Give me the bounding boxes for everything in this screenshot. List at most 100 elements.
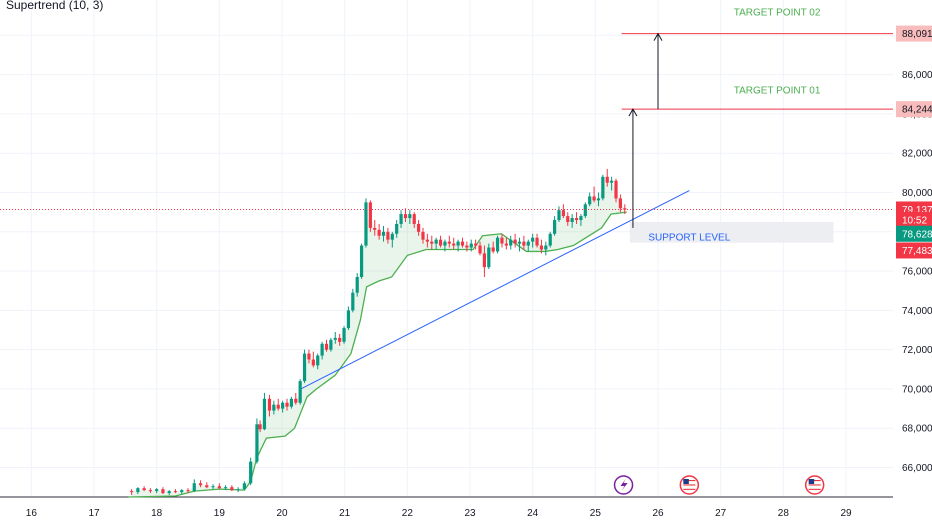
indicator-title[interactable]: Supertrend (10, 3) bbox=[6, 0, 104, 12]
candle-body bbox=[504, 243, 508, 246]
candle-body bbox=[294, 398, 298, 403]
icon-stripe bbox=[808, 482, 821, 484]
candle bbox=[355, 273, 359, 297]
candle bbox=[509, 235, 513, 250]
price-tag-label: 78,628 bbox=[902, 229, 932, 240]
candle-body bbox=[205, 485, 209, 488]
candle bbox=[605, 168, 609, 187]
candle bbox=[553, 216, 557, 236]
candle bbox=[276, 398, 280, 411]
price-tag: 88,091 bbox=[896, 25, 932, 42]
x-tick-label: 22 bbox=[402, 508, 414, 519]
candle bbox=[302, 349, 307, 384]
target-arrow-2 bbox=[653, 32, 663, 110]
candle-body bbox=[610, 180, 614, 183]
candle bbox=[390, 231, 394, 248]
candle-body bbox=[359, 245, 364, 277]
crypto-event-icon[interactable] bbox=[613, 475, 634, 495]
candle bbox=[460, 237, 465, 248]
x-tick-label: 27 bbox=[715, 508, 727, 519]
candle-body bbox=[281, 402, 285, 409]
candle-body bbox=[438, 239, 443, 246]
candle bbox=[408, 210, 412, 224]
candle-body bbox=[298, 381, 302, 403]
candle bbox=[298, 379, 302, 405]
y-tick-label: 72,000 bbox=[902, 345, 932, 356]
candle bbox=[618, 194, 622, 213]
x-tick-label: 26 bbox=[652, 508, 664, 519]
price-tag-bg bbox=[896, 242, 932, 259]
candle-body bbox=[155, 489, 159, 492]
candle-body bbox=[434, 239, 438, 244]
candle bbox=[255, 418, 259, 464]
candle-body bbox=[333, 337, 337, 340]
candle bbox=[583, 202, 587, 219]
candle bbox=[224, 485, 228, 491]
icon-stripe bbox=[808, 486, 821, 488]
candle-body bbox=[346, 310, 351, 329]
target-arrows bbox=[628, 32, 663, 228]
candle-body bbox=[161, 489, 165, 494]
candle bbox=[320, 341, 324, 360]
candle-body bbox=[342, 328, 346, 342]
candle bbox=[351, 288, 355, 313]
candle-body bbox=[509, 239, 513, 246]
candle bbox=[592, 186, 596, 203]
candle bbox=[130, 489, 134, 496]
candle-body bbox=[535, 237, 539, 246]
support-trendline bbox=[300, 190, 690, 390]
candle-body bbox=[381, 231, 386, 236]
supertrend-fill bbox=[131, 179, 625, 497]
x-tick-label: 19 bbox=[214, 508, 226, 519]
price-tag-label: 77,483 bbox=[902, 246, 932, 257]
candle bbox=[180, 489, 184, 495]
price-tag-label: 88,091 bbox=[902, 29, 932, 40]
candle-body bbox=[474, 243, 478, 246]
candle bbox=[478, 241, 482, 256]
candle bbox=[438, 235, 443, 248]
price-tag-label: 79,137 bbox=[902, 205, 932, 216]
price-tag-bg bbox=[896, 225, 932, 242]
icon-stripe bbox=[683, 480, 696, 482]
candle-body bbox=[588, 196, 592, 205]
candle bbox=[364, 198, 368, 248]
candle-body bbox=[180, 490, 184, 493]
x-axis: 16 17 18 19 20 21 22 23 24 25 26 27 28 29 bbox=[26, 508, 852, 519]
candle-body bbox=[500, 237, 504, 244]
icon-stripe bbox=[683, 482, 696, 484]
candle-body bbox=[574, 218, 579, 221]
candle-body bbox=[566, 216, 570, 222]
candle bbox=[381, 225, 386, 242]
candle-body bbox=[258, 424, 262, 430]
us-flag-icon[interactable] bbox=[679, 475, 700, 495]
candle bbox=[377, 223, 381, 240]
candle bbox=[294, 392, 298, 405]
candle-body bbox=[517, 241, 522, 244]
candle-body bbox=[465, 245, 469, 248]
candle bbox=[610, 176, 614, 191]
candle-body bbox=[417, 223, 421, 232]
y-tick-label: 74,000 bbox=[902, 306, 932, 317]
candle-body bbox=[592, 196, 596, 201]
x-tick-label: 25 bbox=[590, 508, 602, 519]
candle bbox=[258, 420, 262, 433]
candle bbox=[373, 220, 377, 236]
arrow-head bbox=[653, 32, 663, 41]
target-arrow-1 bbox=[628, 108, 638, 228]
candle bbox=[517, 237, 522, 252]
candle bbox=[249, 457, 253, 486]
candle-body bbox=[192, 483, 196, 492]
candle bbox=[236, 487, 240, 493]
candle bbox=[588, 192, 592, 207]
candle bbox=[205, 482, 209, 489]
x-tick-label: 18 bbox=[151, 508, 163, 519]
candle-body bbox=[618, 198, 622, 209]
candle-body bbox=[561, 210, 565, 217]
candle bbox=[614, 178, 618, 203]
candle bbox=[425, 233, 429, 248]
candle-body bbox=[173, 491, 178, 493]
candle-body bbox=[130, 491, 134, 493]
us-flag-icon[interactable] bbox=[804, 475, 825, 495]
